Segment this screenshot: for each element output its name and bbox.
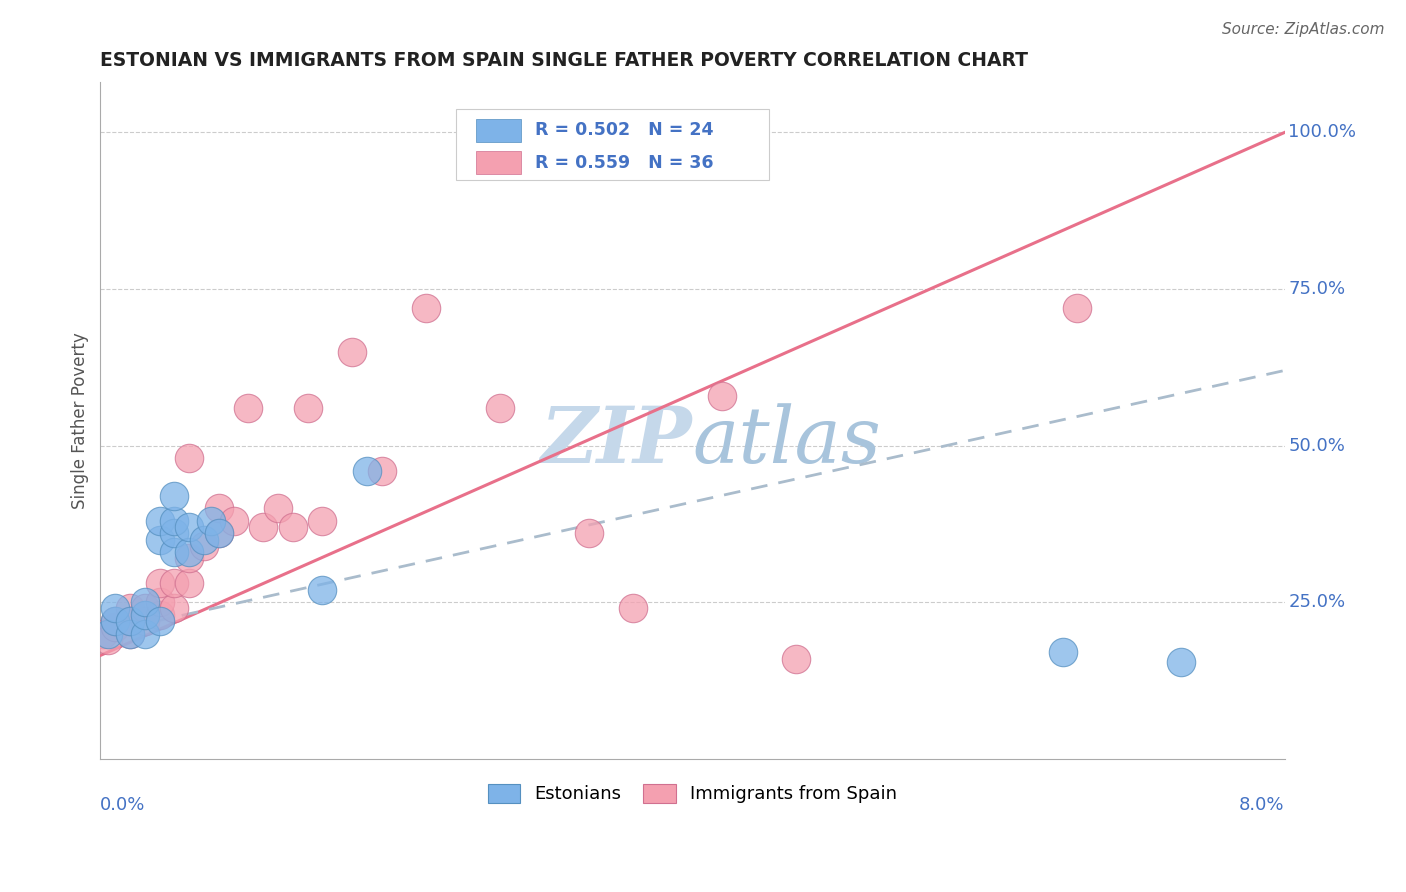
Point (267, 501, 290, 516)
Point (104, 614, 127, 628)
Point (621, 601, 644, 615)
Point (104, 614, 127, 628)
Point (134, 601, 156, 615)
Point (179, 551, 201, 566)
Point (1052, 645, 1074, 659)
Point (163, 489, 186, 503)
Text: 100.0%: 100.0% (1288, 123, 1357, 142)
Point (238, 401, 260, 415)
Legend: Estonians, Immigrants from Spain: Estonians, Immigrants from Spain (481, 777, 904, 811)
Point (118, 626, 141, 640)
Point (118, 626, 141, 640)
Text: ESTONIAN VS IMMIGRANTS FROM SPAIN SINGLE FATHER POVERTY CORRELATION CHART: ESTONIAN VS IMMIGRANTS FROM SPAIN SINGLE… (100, 51, 1028, 70)
Text: atlas: atlas (693, 402, 882, 479)
Point (297, 401, 319, 415)
Point (193, 539, 215, 553)
Y-axis label: Single Father Poverty: Single Father Poverty (72, 332, 89, 509)
FancyBboxPatch shape (456, 110, 769, 180)
Point (148, 576, 170, 591)
Point (1170, 655, 1192, 669)
FancyBboxPatch shape (475, 152, 520, 174)
Point (148, 533, 170, 547)
Point (104, 601, 127, 615)
Point (134, 607, 156, 622)
Point (163, 526, 186, 541)
Point (134, 595, 156, 609)
Point (711, 388, 734, 402)
Point (208, 501, 231, 516)
Text: 25.0%: 25.0% (1288, 593, 1346, 611)
Point (208, 526, 231, 541)
Point (97, 626, 120, 640)
Point (311, 582, 333, 597)
Point (163, 576, 186, 591)
Point (340, 344, 363, 359)
Point (222, 514, 245, 528)
Text: R = 0.559   N = 36: R = 0.559 N = 36 (534, 153, 713, 171)
Point (281, 520, 304, 534)
FancyBboxPatch shape (475, 120, 520, 142)
Point (356, 464, 378, 478)
Point (104, 620, 127, 634)
Text: Source: ZipAtlas.com: Source: ZipAtlas.com (1222, 22, 1385, 37)
Point (118, 601, 141, 615)
Point (785, 651, 807, 665)
Point (134, 614, 156, 628)
Point (118, 614, 141, 628)
Text: 75.0%: 75.0% (1288, 280, 1346, 298)
Point (148, 614, 170, 628)
Text: 0.0%: 0.0% (100, 796, 146, 814)
Point (311, 514, 333, 528)
Text: 50.0%: 50.0% (1288, 436, 1346, 455)
Point (179, 520, 201, 534)
Point (370, 464, 392, 478)
Point (163, 601, 186, 615)
Point (97, 632, 120, 647)
Point (118, 614, 141, 628)
Point (134, 626, 156, 640)
Text: 8.0%: 8.0% (1239, 796, 1285, 814)
Point (179, 451, 201, 466)
Point (179, 545, 201, 559)
Point (163, 514, 186, 528)
Point (1066, 301, 1088, 315)
Point (578, 526, 600, 541)
Point (489, 401, 512, 415)
Point (200, 514, 222, 528)
Text: R = 0.502   N = 24: R = 0.502 N = 24 (534, 121, 713, 139)
Point (163, 545, 186, 559)
Point (252, 520, 274, 534)
Point (148, 595, 170, 609)
Point (179, 576, 201, 591)
Point (415, 301, 437, 315)
Point (193, 533, 215, 547)
Point (208, 526, 231, 541)
Text: ZIP: ZIP (541, 402, 693, 479)
Point (148, 514, 170, 528)
Point (148, 607, 170, 622)
Point (91, 626, 114, 640)
